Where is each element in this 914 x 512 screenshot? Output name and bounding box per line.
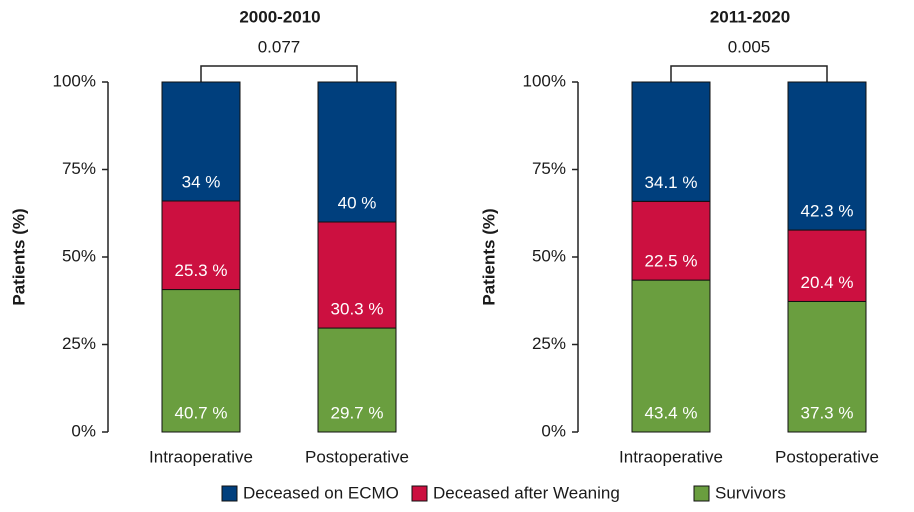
bar-segment xyxy=(161,200,241,291)
bracket xyxy=(670,65,828,82)
y-tick-label: 100% xyxy=(53,71,96,90)
bar-segment xyxy=(787,81,867,231)
value-label: 37.3 % xyxy=(801,403,854,422)
value-label: 22.5 % xyxy=(645,252,698,271)
y-tick-label: 75% xyxy=(62,159,96,178)
bar-segment xyxy=(787,229,867,302)
bar-segment xyxy=(787,300,867,433)
legend-swatch xyxy=(411,485,428,502)
bracket xyxy=(200,65,358,82)
x-tick-label: Postoperative xyxy=(305,447,409,466)
p-value: 0.005 xyxy=(728,37,771,56)
value-label: 30.3 % xyxy=(331,300,384,319)
value-label: 25.3 % xyxy=(175,261,228,280)
x-tick-label: Postoperative xyxy=(775,447,879,466)
y-tick-label: 100% xyxy=(523,71,566,90)
value-label: 34 % xyxy=(182,172,221,191)
bar-segment xyxy=(317,221,397,329)
value-label: 34.1 % xyxy=(645,173,698,192)
value-label: 43.4 % xyxy=(645,403,698,422)
value-label: 40 % xyxy=(338,193,377,212)
y-tick-label: 75% xyxy=(532,159,566,178)
bar-segment xyxy=(631,279,711,433)
y-tick-label: 25% xyxy=(532,334,566,353)
value-label: 40.7 % xyxy=(175,403,228,422)
y-tick-label: 50% xyxy=(532,246,566,265)
legend-label: Deceased on ECMO xyxy=(243,483,399,502)
y-tick-label: 25% xyxy=(62,334,96,353)
p-value: 0.077 xyxy=(258,37,301,56)
bar-segment xyxy=(161,289,241,433)
x-tick-label: Intraoperative xyxy=(619,447,723,466)
y-axis-label: Patients (%) xyxy=(9,208,28,305)
value-label: 42.3 % xyxy=(801,202,854,221)
chart-title: 2000-2010 xyxy=(239,7,320,26)
bar-segment xyxy=(317,81,397,223)
y-axis-label: Patients (%) xyxy=(479,208,498,305)
y-tick-label: 0% xyxy=(541,421,566,440)
chart-title: 2011-2020 xyxy=(710,7,790,26)
legend-swatch xyxy=(693,485,710,502)
bar-segment xyxy=(161,81,241,202)
legend-swatch xyxy=(221,485,238,502)
value-label: 20.4 % xyxy=(801,273,854,292)
value-label: 29.7 % xyxy=(331,403,384,422)
y-tick-label: 0% xyxy=(71,421,96,440)
legend-label: Deceased after Weaning xyxy=(433,483,620,502)
x-tick-label: Intraoperative xyxy=(149,447,253,466)
bar-segment xyxy=(631,81,711,202)
legend-label: Survivors xyxy=(715,483,786,502)
bar-segment xyxy=(631,200,711,281)
y-tick-label: 50% xyxy=(62,246,96,265)
